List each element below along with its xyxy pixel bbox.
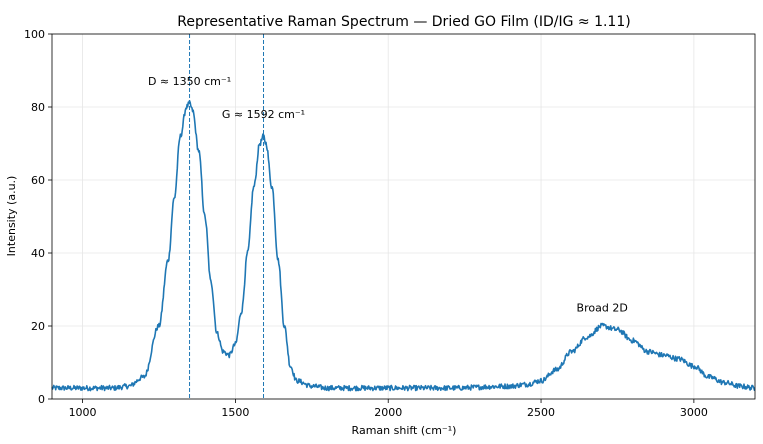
y-tick-label: 60 <box>31 174 45 187</box>
plot-frame <box>51 33 756 400</box>
chart-title: Representative Raman Spectrum — Dried GO… <box>177 14 630 30</box>
x-axis-label: Raman shift (cm⁻¹) <box>352 424 457 437</box>
y-tick-label: 100 <box>24 28 45 41</box>
x-tick-label: 2000 <box>374 406 402 419</box>
y-tick-label: 0 <box>38 393 45 406</box>
y-tick-label: 40 <box>31 247 45 260</box>
peak-annotation: G ≈ 1592 cm⁻¹ <box>222 108 305 121</box>
x-tick-label: 1500 <box>221 406 249 419</box>
y-axis-ticks: 0 20 40 60 80 100 <box>24 28 52 406</box>
x-tick-label: 1000 <box>69 406 97 419</box>
x-axis-ticks: 1000 1500 2000 2500 3000 <box>69 399 708 419</box>
spectrum-line <box>51 100 756 392</box>
x-tick-label: 2500 <box>527 406 555 419</box>
peak-marker-lines <box>189 34 265 399</box>
grid-lines <box>52 33 755 400</box>
peak-annotations: D ≈ 1350 cm⁻¹ G ≈ 1592 cm⁻¹ Broad 2D <box>148 75 628 314</box>
y-axis-label: Intensity (a.u.) <box>5 176 18 257</box>
y-tick-label: 80 <box>31 101 45 114</box>
peak-annotation: D ≈ 1350 cm⁻¹ <box>148 75 231 88</box>
y-tick-label: 20 <box>31 320 45 333</box>
peak-annotation: Broad 2D <box>577 301 628 314</box>
x-tick-label: 3000 <box>680 406 708 419</box>
